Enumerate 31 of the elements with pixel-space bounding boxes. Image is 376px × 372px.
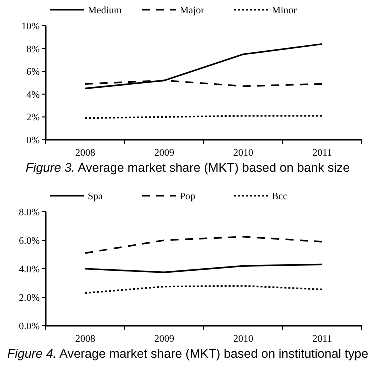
- x-tick-label: 2008: [76, 334, 96, 345]
- y-tick-label: 6.0%: [19, 236, 40, 247]
- x-tick-label: 2011: [312, 334, 332, 345]
- legend-label: Minor: [272, 6, 298, 16]
- line-series: [84, 43, 324, 90]
- x-tick-label: 2011: [312, 148, 332, 159]
- y-tick-label: 10%: [22, 22, 40, 32]
- line-series: [84, 236, 324, 254]
- legend-label: Bcc: [272, 192, 288, 202]
- x-tick-label: 2009: [154, 148, 174, 159]
- y-tick-label: 6%: [26, 67, 40, 78]
- y-tick-label: 2%: [26, 112, 40, 124]
- y-tick-label: 8%: [26, 44, 40, 56]
- y-tick-label: 4%: [26, 90, 40, 101]
- y-tick-label: 8.0%: [19, 208, 40, 218]
- y-tick-label: 0%: [26, 136, 40, 146]
- y-tick-label: 2.0%: [19, 293, 40, 304]
- x-tick-label: 2008: [76, 148, 96, 159]
- x-tick-label: 2010: [234, 334, 254, 345]
- y-tick-label: 4.0%: [19, 264, 40, 276]
- line-series: [84, 285, 324, 294]
- legend-label: Spa: [88, 192, 104, 202]
- x-tick-label: 2009: [154, 334, 174, 345]
- text: Figure 4. Average market share (MKT) based on institutional type: [7, 347, 369, 361]
- legend-label: Medium: [88, 6, 122, 16]
- x-tick-label: 2010: [234, 148, 254, 159]
- y-tick-label: 0.0%: [19, 322, 40, 332]
- legend-label: Pop: [180, 192, 196, 202]
- line-series: [84, 264, 324, 274]
- text: Figure 3. Average market share (MKT) based on bank size: [26, 161, 350, 175]
- legend-label: Major: [180, 6, 206, 16]
